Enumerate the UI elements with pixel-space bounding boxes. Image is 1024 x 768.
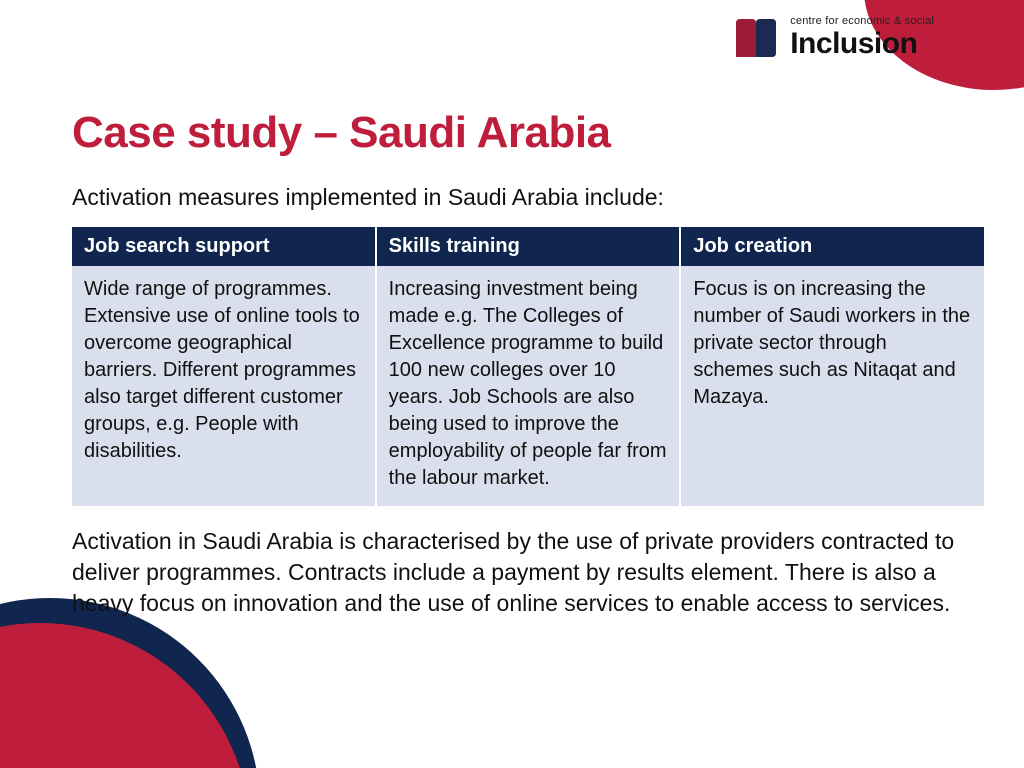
logo-text: centre for economic & social Inclusion: [790, 16, 934, 59]
table-column: Job search support Wide range of program…: [72, 227, 377, 506]
table-header: Job search support: [72, 227, 375, 266]
table-cell: Increasing investment being made e.g. Th…: [377, 266, 680, 506]
slide-title: Case study – Saudi Arabia: [72, 108, 984, 158]
logo: centre for economic & social Inclusion: [732, 16, 934, 59]
measures-table: Job search support Wide range of program…: [72, 227, 984, 506]
logo-tagline: centre for economic & social: [790, 16, 934, 27]
table-header: Job creation: [681, 227, 984, 266]
table-column: Skills training Increasing investment be…: [377, 227, 682, 506]
slide-content: Case study – Saudi Arabia Activation mea…: [72, 108, 984, 619]
logo-mark-icon: [732, 17, 780, 59]
table-header: Skills training: [377, 227, 680, 266]
table-cell: Wide range of programmes. Extensive use …: [72, 266, 375, 506]
outro-text: Activation in Saudi Arabia is characteri…: [72, 526, 984, 619]
table-cell: Focus is on increasing the number of Sau…: [681, 266, 984, 506]
intro-text: Activation measures implemented in Saudi…: [72, 184, 984, 211]
logo-brand: Inclusion: [790, 29, 934, 59]
table-column: Job creation Focus is on increasing the …: [681, 227, 984, 506]
